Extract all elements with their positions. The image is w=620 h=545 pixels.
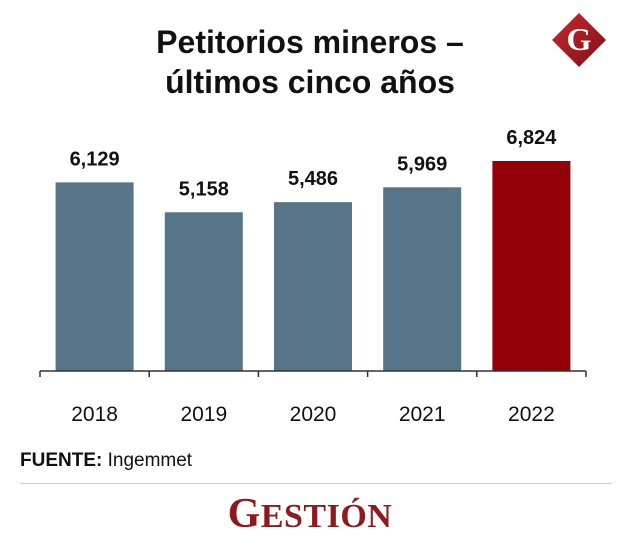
brand-initial: G	[227, 491, 261, 537]
chart-title: Petitorios mineros – últimos cinco años	[0, 22, 620, 102]
category-label-2019: 2019	[180, 403, 227, 426]
source-note: FUENTE: Ingemmet	[20, 450, 192, 472]
category-label-2020: 2020	[290, 403, 337, 426]
value-label-2020: 5,486	[288, 168, 338, 190]
bar-2020	[274, 202, 352, 371]
category-label-2022: 2022	[508, 403, 555, 426]
brand-rest: ESTIÓN	[260, 498, 393, 535]
title-line-1: Petitorios mineros –	[156, 24, 464, 60]
bar-2019	[164, 212, 243, 371]
footer-divider	[20, 483, 612, 484]
title-line-2: últimos cinco años	[165, 64, 455, 100]
source-label: FUENTE:	[20, 450, 103, 471]
bar-2022	[492, 161, 571, 371]
logo-letter: G	[567, 21, 592, 57]
value-label-2021: 5,969	[397, 153, 447, 175]
gestion-logo-icon: G	[552, 13, 606, 67]
value-label-2019: 5,158	[179, 178, 229, 200]
source-value: Ingemmet	[107, 450, 193, 471]
bar-2021	[383, 187, 462, 371]
bar-2018	[55, 182, 134, 371]
bar-chart: 6,129 2018 5,158 2019 5,486 2020 5,969 2021 6,82…	[39, 127, 587, 426]
value-label-2018: 6,129	[70, 148, 120, 170]
brand-logo: GESTIÓN	[0, 490, 620, 538]
value-label-2022: 6,824	[506, 127, 557, 149]
category-label-2018: 2018	[71, 403, 118, 426]
category-label-2021: 2021	[399, 403, 446, 426]
